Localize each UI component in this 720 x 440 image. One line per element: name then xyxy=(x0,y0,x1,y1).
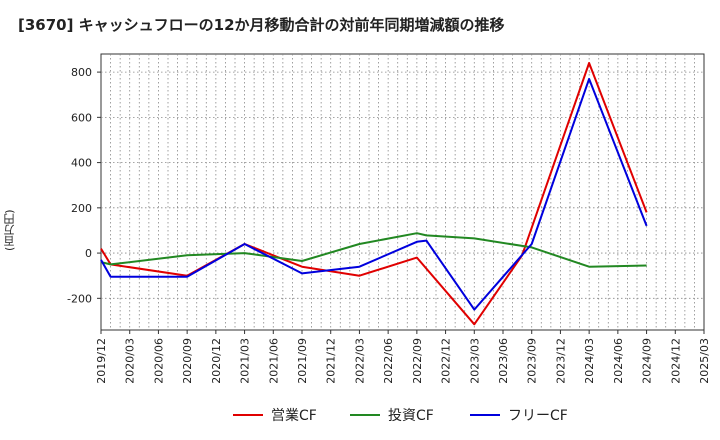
x-tick-label: 2024/09 xyxy=(641,338,654,384)
y-tick-label: 400 xyxy=(71,157,92,170)
chart-title: [3670] キャッシュフローの12か月移動合計の対前年同期増減額の推移 xyxy=(18,16,505,34)
x-tick-label: 2023/09 xyxy=(526,338,539,384)
x-tick-label: 2020/03 xyxy=(124,338,137,384)
series-line-2 xyxy=(100,232,647,268)
plot-area xyxy=(100,53,705,331)
x-tick-label: 2024/12 xyxy=(669,338,682,384)
x-tick-label: 2024/03 xyxy=(583,338,596,384)
y-tick-label: 0 xyxy=(85,247,92,260)
x-tick-label: 2024/06 xyxy=(612,338,625,384)
legend-label: 営業CF xyxy=(271,408,317,424)
x-tick-label: 2025/03 xyxy=(698,338,711,384)
series-line-1 xyxy=(100,62,648,326)
y-tick-label: -200 xyxy=(67,292,92,305)
x-tick-label: 2021/12 xyxy=(325,338,338,384)
legend: 営業CF 投資CF フリーCF xyxy=(233,408,568,424)
x-tick-label: 2021/06 xyxy=(267,338,280,384)
y-tick-label: 200 xyxy=(71,202,92,215)
x-tick-label: 2021/09 xyxy=(296,338,309,384)
x-axis-ticks: 2019/12 2020/03 2020/06 2020/09 2020/12 2021/… xyxy=(95,330,711,384)
x-tick-label: 2022/03 xyxy=(353,338,366,384)
x-tick-label: 2023/03 xyxy=(468,338,481,384)
x-tick-label: 2020/12 xyxy=(210,338,223,384)
y-tick-label: 800 xyxy=(71,66,92,79)
x-tick-label: 2022/09 xyxy=(411,338,424,384)
series-line-3 xyxy=(100,77,648,311)
x-tick-label: 2022/06 xyxy=(382,338,395,384)
x-tick-label: 2020/06 xyxy=(152,338,165,384)
series-lines xyxy=(100,62,648,326)
x-tick-label: 2023/12 xyxy=(554,338,567,384)
x-tick-label: 2020/09 xyxy=(181,338,194,384)
y-tick-label: 600 xyxy=(71,111,92,124)
x-tick-label: 2023/06 xyxy=(497,338,510,384)
y-axis-ticks: -200 0 200 400 600 800 xyxy=(67,66,101,305)
grid-lines xyxy=(101,54,704,330)
legend-label: 投資CF xyxy=(388,408,434,424)
x-tick-label: 2022/12 xyxy=(440,338,453,384)
legend-label: フリーCF xyxy=(508,408,568,424)
x-tick-label: 2019/12 xyxy=(95,338,108,384)
x-tick-label: 2021/03 xyxy=(239,338,252,384)
